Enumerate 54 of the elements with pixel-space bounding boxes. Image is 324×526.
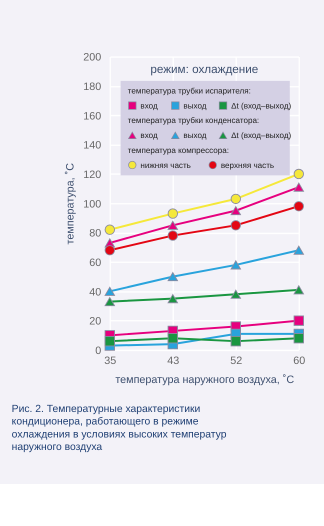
point <box>230 220 241 230</box>
point <box>294 182 304 192</box>
legend-label: Δt (вход–выход) <box>231 131 292 140</box>
point <box>168 230 178 241</box>
point <box>168 208 178 219</box>
y-tick-label: 60 <box>89 257 102 270</box>
point <box>294 315 304 326</box>
y-tick-label: 20 <box>89 316 102 328</box>
point <box>294 201 304 212</box>
legend-label: нижняя часть <box>140 160 191 170</box>
point <box>168 333 178 344</box>
x-tick-label: 60 <box>293 354 306 367</box>
point <box>168 272 178 282</box>
point <box>230 290 241 299</box>
legend-label: Δt (вход–выход) <box>231 101 292 110</box>
point <box>230 206 241 216</box>
point <box>294 333 304 344</box>
point <box>104 224 115 235</box>
text: режим: охлаждение <box>150 62 258 76</box>
y-tick-label: 160 <box>83 110 102 122</box>
y-tick-label: 100 <box>83 198 102 210</box>
x-tick-label: 52 <box>230 354 242 367</box>
point <box>294 246 304 255</box>
annotation: температура трубки конденсатора: <box>128 116 260 126</box>
legend-label: выход <box>183 131 207 140</box>
legend-label: вход <box>140 101 158 110</box>
point <box>230 194 241 204</box>
x-tick-label: 43 <box>167 354 180 367</box>
legend-label: верхняя часть <box>220 160 274 170</box>
y-tick-label: 180 <box>83 80 102 93</box>
text: Рис. 2. Температурные характеристики кондиционера, работающего в режиме охлаждения в условиях высоких температур наружного воздуха <box>12 404 227 453</box>
point <box>168 294 178 304</box>
point <box>294 168 304 180</box>
annotation: температура трубки испарителя: <box>128 86 251 96</box>
x-axis-title: температура наружного воздуха, ˚С <box>115 374 294 386</box>
point <box>230 336 241 346</box>
y-tick-label: 200 <box>83 52 102 64</box>
y-tick-label: 80 <box>89 228 102 240</box>
point <box>294 285 304 294</box>
point <box>168 220 178 230</box>
y-tick-label: 0 <box>95 345 102 358</box>
legend-label: вход <box>140 131 158 140</box>
point <box>230 260 241 270</box>
y-tick-label: 40 <box>89 286 102 298</box>
y-axis-title: температура, ˚С <box>64 162 76 245</box>
x-tick-label: 35 <box>104 354 116 367</box>
y-tick-label: 120 <box>83 169 102 182</box>
annotation: температура компрессора: <box>128 146 230 155</box>
legend-label: выход <box>183 101 207 110</box>
point <box>104 297 115 306</box>
point <box>104 245 115 256</box>
point <box>104 286 115 296</box>
y-tick-label: 140 <box>83 140 102 152</box>
point <box>104 336 115 346</box>
